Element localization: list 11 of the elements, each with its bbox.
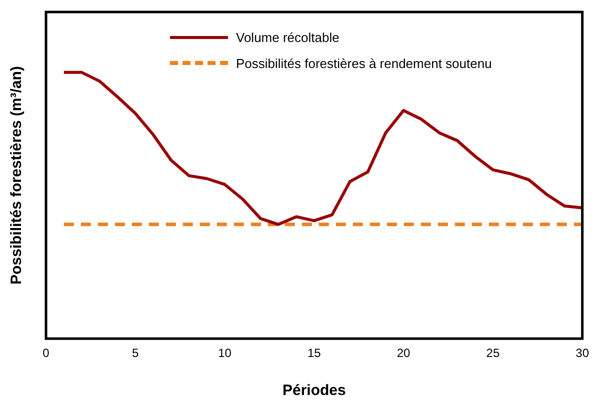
x-tick-label: 20 xyxy=(396,346,411,360)
legend-label: Volume récoltable xyxy=(236,30,340,44)
x-tick-label: 15 xyxy=(307,346,322,360)
y-axis-title: Possibilités forestières (m³/an) xyxy=(8,66,26,285)
x-tick-label: 5 xyxy=(132,346,140,360)
x-axis-title: Périodes xyxy=(282,382,346,400)
legend-label: Possibilités forestières à rendement soutenu xyxy=(236,56,492,70)
x-tick-label: 10 xyxy=(218,346,232,360)
x-tick-label: 30 xyxy=(576,346,590,360)
x-tick-label: 25 xyxy=(486,346,500,360)
x-tick-label: 0 xyxy=(42,346,50,360)
